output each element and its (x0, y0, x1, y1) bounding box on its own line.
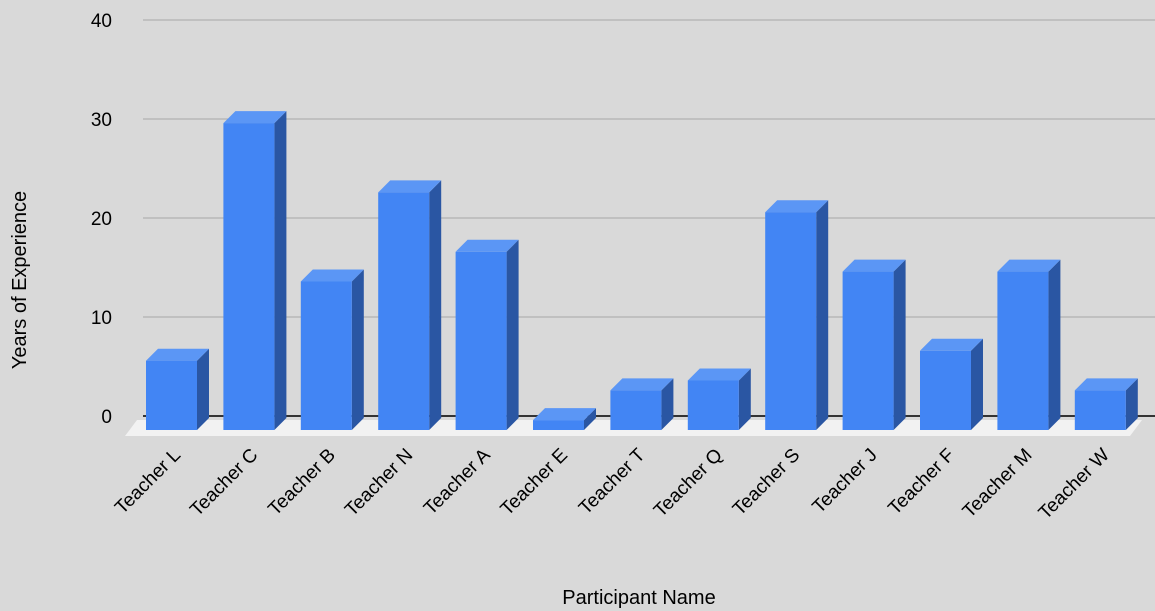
x-axis-labels: Teacher L Teacher C Teacher B Teacher N Teac… (111, 444, 1114, 523)
bar-front (146, 360, 197, 430)
y-tick-label: 30 (91, 110, 112, 131)
bar-side (893, 259, 906, 430)
x-tick-label: Teacher B (264, 445, 339, 520)
bar-side (971, 338, 983, 430)
bar-front (533, 420, 584, 430)
x-tick-label: Teacher S (729, 445, 804, 520)
bar-top (997, 259, 1061, 272)
bar-top (1074, 378, 1138, 391)
x-tick-label: Teacher J (809, 445, 882, 518)
bar-front (687, 380, 739, 430)
y-tick-label: 40 (91, 11, 112, 32)
bar-side (816, 200, 829, 430)
bar-front (920, 350, 971, 430)
bar-side (661, 378, 674, 430)
x-tick-label: Teacher L (111, 445, 185, 519)
bar-side (197, 348, 209, 430)
bar-front (1074, 390, 1126, 430)
y-tick-label: 0 (101, 407, 112, 428)
bar (610, 378, 674, 430)
bar-top (378, 180, 442, 193)
bars (146, 111, 1138, 430)
bar (1074, 378, 1138, 430)
bar-front (455, 251, 507, 430)
bar (687, 368, 751, 430)
x-tick-label: Teacher F (884, 445, 959, 520)
bar-top (300, 269, 364, 282)
bar-top (765, 200, 829, 213)
y-tick-label: 20 (91, 209, 112, 230)
x-tick-label: Teacher T (575, 444, 650, 519)
bar-side (351, 269, 364, 430)
bar-side (506, 239, 519, 430)
bar (378, 180, 442, 430)
bar-side (738, 368, 751, 430)
bar (223, 111, 287, 430)
x-axis-title: Participant Name (562, 587, 715, 609)
bar-front (842, 271, 894, 430)
bar (765, 200, 829, 430)
bar-top (533, 408, 596, 421)
bar-side (274, 111, 287, 430)
x-tick-label: Teacher A (420, 444, 495, 519)
bar-top (920, 338, 983, 351)
x-tick-label: Teacher E (497, 445, 572, 520)
bar-side (1125, 378, 1138, 430)
y-tick-label: 10 (91, 308, 112, 329)
bar-front (223, 123, 275, 430)
bar (997, 259, 1061, 430)
x-tick-label: Teacher C (186, 445, 262, 521)
bar-top (610, 378, 674, 391)
bar (920, 338, 983, 430)
bar-top (223, 111, 287, 124)
bar (842, 259, 906, 430)
x-tick-label: Teacher N (341, 445, 417, 521)
bar-front (765, 212, 817, 430)
bar-front (378, 192, 430, 430)
x-tick-label: Teacher W (1035, 445, 1114, 524)
bar-front (610, 390, 662, 430)
bar-top (842, 259, 906, 272)
bar (300, 269, 364, 430)
y-axis-ticks: 0 10 20 30 40 (91, 11, 112, 428)
bar (146, 348, 209, 430)
y-axis-title: Years of Experience (9, 191, 31, 369)
bar (533, 408, 596, 430)
bar-side (1048, 259, 1061, 430)
bar-side (584, 408, 596, 430)
x-tick-label: Teacher M (959, 445, 1037, 523)
bar-top (687, 368, 751, 381)
bar-front (997, 271, 1049, 430)
bar-top (146, 348, 209, 361)
bar (455, 239, 519, 430)
x-tick-label: Teacher Q (650, 445, 727, 522)
bar-top (455, 239, 519, 252)
bar-side (429, 180, 442, 430)
bar-front (300, 281, 352, 430)
